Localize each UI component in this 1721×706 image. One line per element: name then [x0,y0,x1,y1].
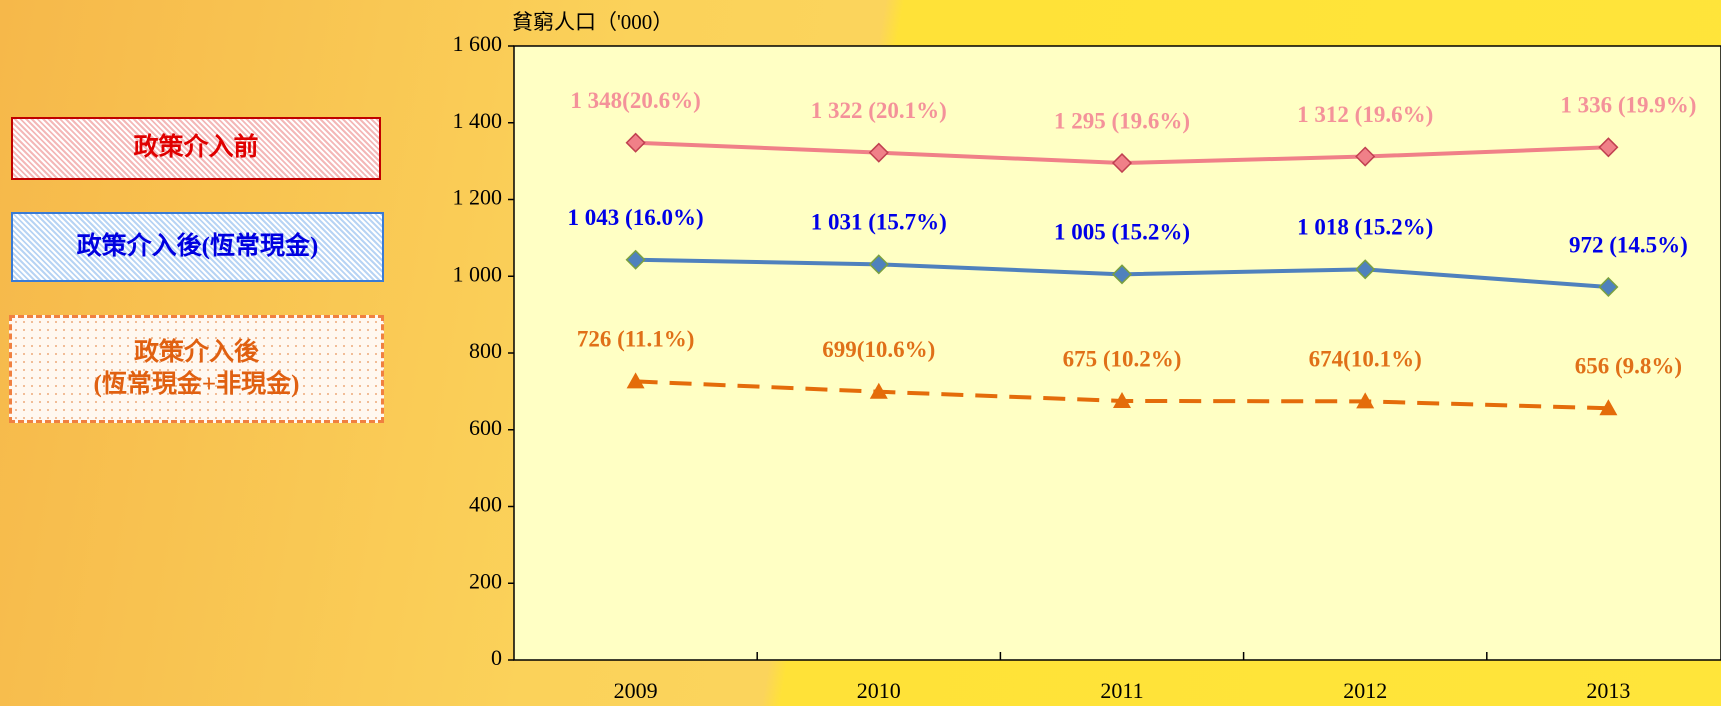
marker [625,132,646,153]
marker [626,372,645,389]
data-label: 1 043 (16.0%) [568,205,704,230]
marker [868,142,889,163]
data-label: 1 348(20.6%) [570,88,700,113]
y-tick-label: 1 600 [453,31,503,56]
x-tick-label: 2009 [614,678,658,703]
data-label: 675 (10.2%) [1063,346,1182,371]
data-label: 1 295 (19.6%) [1054,108,1190,133]
plot-area [513,45,1721,661]
data-label: 699(10.6%) [822,337,935,362]
legend-item: 政策介入後(恆常現金) [11,212,384,282]
data-label: 1 336 (19.9%) [1560,93,1696,118]
marker [1599,399,1618,416]
y-tick-label: 400 [469,492,502,517]
data-label: 1 312 (19.6%) [1297,102,1433,127]
marker [1355,146,1376,167]
marker [869,382,888,399]
y-tick-label: 1 400 [453,108,503,133]
data-label: 1 018 (15.2%) [1297,215,1433,240]
legend-item: 政策介入前 [11,117,381,180]
y-axis-label: 貧窮人口（'000） [512,10,673,34]
marker [1113,391,1131,408]
y-tick-label: 1 000 [453,261,503,286]
marker [1356,392,1375,409]
data-label: 656 (9.8%) [1575,354,1682,379]
x-tick-label: 2011 [1100,678,1143,703]
marker [1111,152,1133,174]
data-label: 972 (14.5%) [1569,232,1688,257]
legend-item: 政策介入後 (恆常現金+非現金) [9,315,384,423]
data-label: 1 322 (20.1%) [811,98,947,123]
x-tick-label: 2013 [1586,678,1630,703]
x-tick-label: 2012 [1343,678,1387,703]
data-label: 674(10.1%) [1309,347,1422,372]
marker [625,249,646,270]
data-label: 1 031 (15.7%) [811,210,947,235]
marker [1355,259,1376,280]
y-tick-label: 200 [469,568,502,593]
marker [1598,137,1619,158]
y-tick-label: 1 200 [453,185,503,210]
y-tick-label: 0 [491,645,502,670]
marker [1598,276,1619,298]
y-tick-label: 800 [469,338,502,363]
data-label: 1 005 (15.2%) [1054,220,1190,245]
x-tick-label: 2010 [857,678,901,703]
marker [868,254,889,275]
y-tick-label: 600 [469,415,502,440]
data-label: 726 (11.1%) [577,327,695,352]
marker [1111,264,1133,285]
